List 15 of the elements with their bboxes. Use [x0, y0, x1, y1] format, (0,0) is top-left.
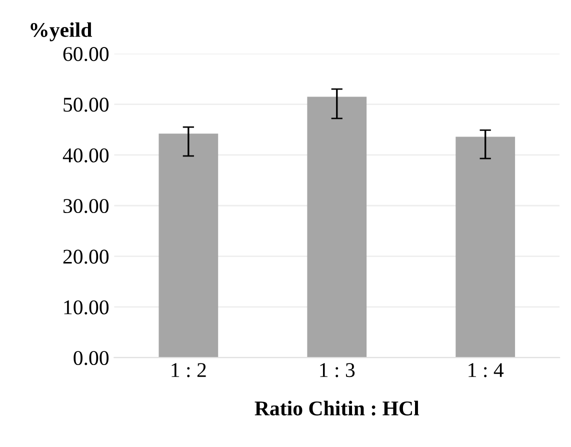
y-axis-title: %yeild: [30, 22, 92, 42]
bar: [456, 136, 516, 358]
y-tick-label: 30.00: [63, 198, 109, 214]
x-tick-label: 1 : 4: [468, 363, 504, 378]
x-tick-label: 1 : 2: [172, 363, 206, 378]
y-tick-label: 0.00: [74, 350, 109, 366]
x-axis-title: Ratio Chitin : HCl: [254, 400, 420, 416]
y-tick-label: 50.00: [64, 98, 109, 112]
bar: [158, 134, 218, 358]
y-tick-label: 10.00: [64, 300, 109, 314]
bar: [307, 96, 367, 358]
x-tick-label: 1 : 3: [320, 363, 355, 378]
y-tick-label: 20.00: [63, 250, 109, 264]
y-tick-label: 60.00: [63, 47, 109, 62]
y-tick-label: 40.00: [62, 148, 109, 162]
